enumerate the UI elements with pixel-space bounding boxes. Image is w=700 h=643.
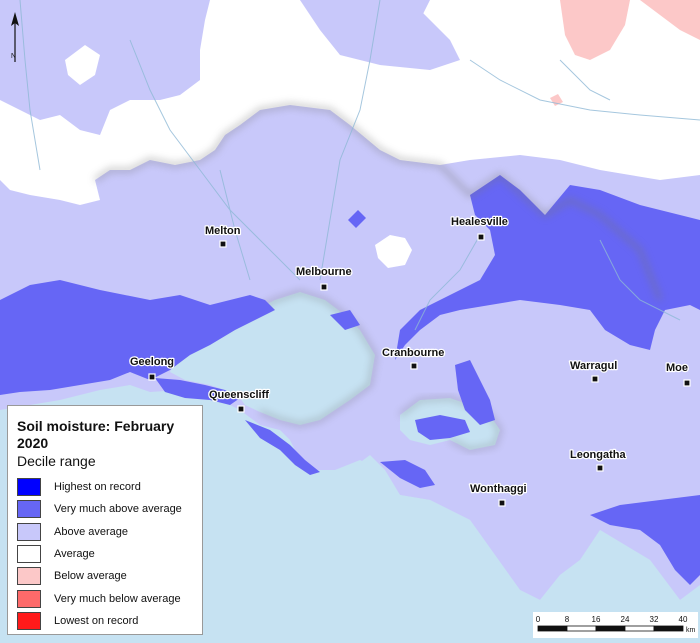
scale-tick-label: 24 — [621, 615, 630, 624]
scale-segment — [624, 625, 655, 632]
town-label: Melbourne — [296, 266, 352, 278]
scale-tick-label: 16 — [592, 615, 601, 624]
region-very-much-above-east — [395, 175, 700, 360]
town-point — [477, 233, 485, 241]
town-label: Warragul — [570, 360, 617, 372]
legend-label: Very much below average — [54, 593, 181, 605]
town-point — [683, 379, 691, 387]
bay-shadow — [217, 290, 377, 427]
scale-tick-label: 40 — [679, 615, 688, 624]
legend-item: Below average — [17, 566, 127, 586]
town-point — [498, 499, 506, 507]
town-point — [219, 240, 227, 248]
town-marker: Geelong — [129, 355, 175, 381]
town-marker: Melton — [204, 224, 242, 248]
scale-unit: km — [686, 627, 696, 634]
legend-label: Very much above average — [54, 503, 182, 515]
region-below-average-2 — [640, 0, 700, 40]
legend-swatch — [17, 478, 41, 496]
town-label: Geelong — [130, 356, 174, 368]
town-marker: Leongatha — [569, 448, 628, 472]
north-label: N — [11, 53, 16, 60]
port-phillip-bay — [170, 292, 375, 425]
legend-label: Lowest on record — [54, 615, 139, 627]
legend-item: Very much above average — [17, 499, 182, 519]
scale-segment — [653, 625, 684, 632]
region-very-much-above-small — [348, 210, 366, 228]
legend-subtitle: Decile range — [17, 453, 96, 469]
north-arrow: N — [7, 12, 23, 64]
town-point — [320, 283, 328, 291]
legend-item: Above average — [17, 522, 128, 542]
legend-item: Lowest on record — [17, 611, 138, 631]
region-above-average-strip — [300, 0, 460, 70]
region-average-patch-2 — [375, 235, 412, 268]
town-marker: Moe — [665, 361, 691, 387]
town-label: Moe — [666, 362, 688, 374]
scale-segment — [595, 625, 626, 632]
town-marker: Healesville — [450, 215, 509, 241]
scale-bar-graphic: 0 8 16 24 32 40 km — [536, 615, 696, 634]
region-very-much-above-wp — [455, 360, 495, 425]
town-point — [410, 362, 418, 370]
town-label: Queenscliff — [209, 389, 269, 401]
town-marker: Warragul — [569, 359, 619, 383]
region-very-much-above-mid — [330, 310, 360, 330]
scale-segment — [537, 625, 568, 632]
region-average-north — [0, 0, 700, 205]
legend-swatch — [17, 545, 41, 563]
region-very-much-above-bellarine — [155, 378, 240, 405]
scale-segment — [566, 625, 597, 632]
region-very-much-above-peninsula — [245, 420, 320, 475]
region-very-much-above-south — [590, 495, 700, 585]
town-marker: Melbourne — [295, 265, 353, 291]
town-point — [596, 464, 604, 472]
town-marker: Wonthaggi — [469, 482, 528, 507]
region-average-patch-1 — [65, 45, 100, 85]
town-point — [148, 373, 156, 381]
scale-bar: 0 8 16 24 32 40 km — [533, 612, 698, 638]
legend-title: Soil moisture: February 2020 — [17, 418, 175, 451]
town-label: Healesville — [451, 216, 508, 228]
town-marker: Queenscliff — [208, 388, 270, 413]
legend-item: Very much below average — [17, 589, 181, 609]
town-label: Wonthaggi — [470, 483, 527, 495]
legend: Soil moisture: February 2020 Decile rang… — [7, 405, 203, 635]
scale-tick-label: 8 — [565, 615, 570, 624]
legend-label: Below average — [54, 570, 127, 582]
legend-label: Highest on record — [54, 481, 141, 493]
catchment-boundary — [93, 102, 662, 301]
legend-swatch — [17, 590, 41, 608]
town-label: Melton — [205, 225, 241, 237]
region-very-much-above-island — [415, 415, 470, 440]
legend-label: Average — [54, 548, 95, 560]
rivers — [19, 0, 700, 331]
legend-swatch — [17, 612, 41, 630]
north-arrow-icon: N — [11, 12, 19, 62]
scale-tick-label: 0 — [536, 615, 541, 624]
legend-swatch — [17, 523, 41, 541]
legend-item: Average — [17, 544, 95, 564]
region-below-average — [560, 0, 630, 60]
town-label: Leongatha — [570, 449, 626, 461]
legend-swatch — [17, 567, 41, 585]
towns-layer: Melton Healesville Melbourne Geelong Cranbou… — [129, 215, 691, 507]
town-point — [237, 405, 245, 413]
scale-tick-label: 32 — [650, 615, 659, 624]
town-point — [591, 375, 599, 383]
region-very-much-above-west — [0, 280, 275, 395]
legend-swatch — [17, 500, 41, 518]
legend-label: Above average — [54, 526, 128, 538]
region-very-much-above-coast — [380, 460, 435, 488]
legend-item: Highest on record — [17, 477, 141, 497]
town-label: Cranbourne — [382, 347, 444, 359]
town-marker: Cranbourne — [381, 346, 446, 370]
